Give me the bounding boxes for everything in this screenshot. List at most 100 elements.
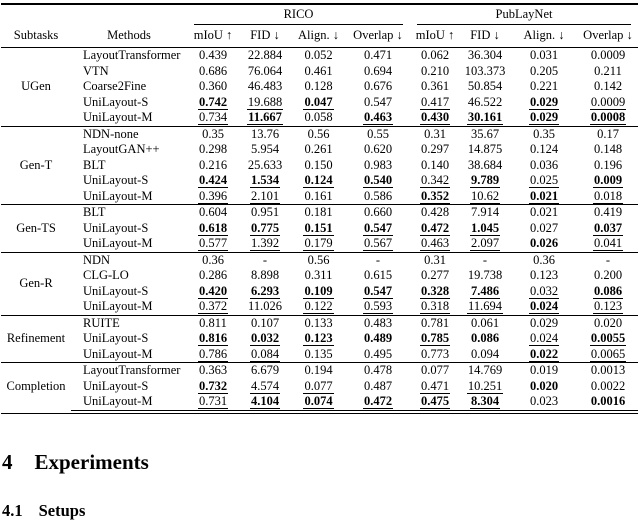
method-cell: UniLayout-S xyxy=(83,378,149,393)
metric-value-cell: 0.483 xyxy=(346,314,410,331)
metric-value: 0.200 xyxy=(593,268,623,282)
metric-value: 0.577 xyxy=(197,236,229,251)
metric-value: 0.009 xyxy=(592,173,624,188)
metric-value-cell: 0.342 xyxy=(410,173,460,189)
method-cell: UniLayout-M xyxy=(83,299,153,313)
metric-value: 1.534 xyxy=(249,173,281,188)
metric-value: 46.483 xyxy=(247,79,283,93)
metric-value: 0.567 xyxy=(362,236,394,251)
publaynet-overlap-header: Overlap ↓ xyxy=(578,25,638,48)
table-row: CLG-LO 0.286 8.898 0.311 0.615 0.277 19.738 0.1… xyxy=(1,268,638,284)
metric-value: 19.688 xyxy=(246,94,284,110)
metric-value: 0.428 xyxy=(420,205,450,220)
subsection-heading: 4.1 Setups xyxy=(2,501,85,521)
metric-value: 0.475 xyxy=(419,394,451,409)
metric-value-cell: 0.36 xyxy=(187,251,239,268)
metric-value: 4.574 xyxy=(249,378,281,394)
metric-value-cell: 0.372 xyxy=(187,299,239,315)
metric-value-cell: 0.439 xyxy=(187,48,239,64)
metric-value-cell: 0.424 xyxy=(187,173,239,189)
metric-value-cell: 0.123 xyxy=(510,268,578,284)
metric-value: 0.142 xyxy=(593,79,623,93)
method-cell: CLG-LO xyxy=(83,268,129,282)
table-row: UniLayout-S 0.732 4.574 0.077 0.487 0.471 10.2… xyxy=(1,378,638,395)
metric-value: 0.196 xyxy=(593,157,623,172)
metric-value: 11.667 xyxy=(247,110,283,125)
table-row: UniLayout-M 0.396 2.101 0.161 0.586 0.352 10.6… xyxy=(1,188,638,205)
metric-value: 0.019 xyxy=(529,363,559,378)
metric-value: 0.615 xyxy=(363,268,393,282)
metric-value: 0.489 xyxy=(363,331,393,345)
metric-value-cell: 0.032 xyxy=(510,283,578,300)
metric-value-cell: 0.094 xyxy=(460,347,510,363)
metric-value-cell: 0.694 xyxy=(346,64,410,80)
metric-value: 0.773 xyxy=(420,346,450,361)
metric-value-cell: 0.200 xyxy=(578,268,638,284)
metric-value-cell: 7.914 xyxy=(460,204,510,221)
metric-value-cell: 0.077 xyxy=(291,378,346,395)
metric-value: 0.0016 xyxy=(590,394,626,408)
metric-value-cell: 0.676 xyxy=(346,79,410,95)
metric-value-cell: 0.0055 xyxy=(578,331,638,347)
metric-value-cell: 0.210 xyxy=(410,64,460,80)
metric-value: 0.463 xyxy=(419,236,451,251)
metric-value: 0.0065 xyxy=(589,346,627,362)
subsection-title: Setups xyxy=(38,501,86,520)
metric-value: 0.318 xyxy=(419,299,451,314)
metric-value: 0.731 xyxy=(197,394,229,409)
metric-value: 0.361 xyxy=(420,79,450,93)
method-cell: UniLayout-M xyxy=(83,346,153,361)
metric-value-cell: 0.35 xyxy=(510,125,578,142)
metric-value-cell: 0.221 xyxy=(510,79,578,95)
metric-value: 0.951 xyxy=(250,205,280,220)
metric-value-cell: 0.417 xyxy=(410,94,460,111)
metric-value: 0.620 xyxy=(363,142,393,156)
metric-value-cell: 0.471 xyxy=(346,48,410,64)
metric-value: 0.816 xyxy=(197,331,229,346)
metric-value-cell: 0.062 xyxy=(410,48,460,64)
metric-value-cell: - xyxy=(346,251,410,268)
subtask-cell: Completion xyxy=(1,362,71,410)
metric-value: 0.086 xyxy=(592,283,624,299)
metric-value-cell: 0.577 xyxy=(187,236,239,252)
metric-value: 36.304 xyxy=(467,48,503,62)
metric-value-cell: 0.181 xyxy=(291,204,346,221)
section-title: Experiments xyxy=(34,450,149,474)
metric-value: 0.024 xyxy=(528,299,560,314)
metric-value-cell: 7.486 xyxy=(460,283,510,300)
table-row: UniLayout-M 0.734 11.667 0.058 0.463 0.430 30.… xyxy=(1,110,638,126)
metric-value: 0.181 xyxy=(304,205,333,220)
metric-value-cell: 0.811 xyxy=(187,314,239,331)
metric-value-cell: - xyxy=(460,251,510,268)
method-cell: LayoutTransformer xyxy=(83,48,181,62)
table-row: Completion LayoutTransformer 0.363 6.679 0.1… xyxy=(1,362,638,410)
metric-value-cell: 1.045 xyxy=(460,220,510,237)
metric-value: 0.061 xyxy=(470,315,500,330)
method-cell: UniLayout-M xyxy=(83,188,153,203)
table-row: Coarse2Fine 0.360 46.483 0.128 0.676 0.361 50.… xyxy=(1,79,638,95)
metric-value: 0.463 xyxy=(362,110,394,125)
metric-value-cell: 0.620 xyxy=(346,142,410,158)
metric-value-cell: 0.983 xyxy=(346,158,410,174)
metric-value: 0.31 xyxy=(424,126,446,141)
metric-value-cell: 10.251 xyxy=(460,378,510,395)
section-heading: 4 Experiments xyxy=(2,450,149,475)
rico-miou-header: mIoU ↑ xyxy=(187,25,239,48)
metric-value-cell: 8.304 xyxy=(460,394,510,411)
metric-value: 0.018 xyxy=(592,188,624,204)
table-row: Gen-T NDN-none 0.35 13.76 0.56 0.55 0.31 35.67 0… xyxy=(1,125,638,205)
metric-value-cell: 103.373 xyxy=(460,64,510,80)
metric-value-cell: 0.31 xyxy=(410,125,460,142)
metric-value-cell: 0.027 xyxy=(510,221,578,237)
metric-value: 0.0022 xyxy=(590,378,626,393)
metric-value: 0.732 xyxy=(197,378,229,394)
rico-align-header: Align. ↓ xyxy=(291,25,346,48)
metric-value-cell: 0.463 xyxy=(346,110,410,126)
metric-value-cell: 0.540 xyxy=(346,173,410,189)
metric-value: 0.261 xyxy=(304,142,333,156)
metric-value: 0.029 xyxy=(529,315,559,330)
subtask-cell: Gen-T xyxy=(1,125,71,205)
metric-value-cell: 25.633 xyxy=(239,158,291,174)
metric-value: 0.483 xyxy=(363,315,393,330)
metric-value: 0.297 xyxy=(420,142,450,156)
